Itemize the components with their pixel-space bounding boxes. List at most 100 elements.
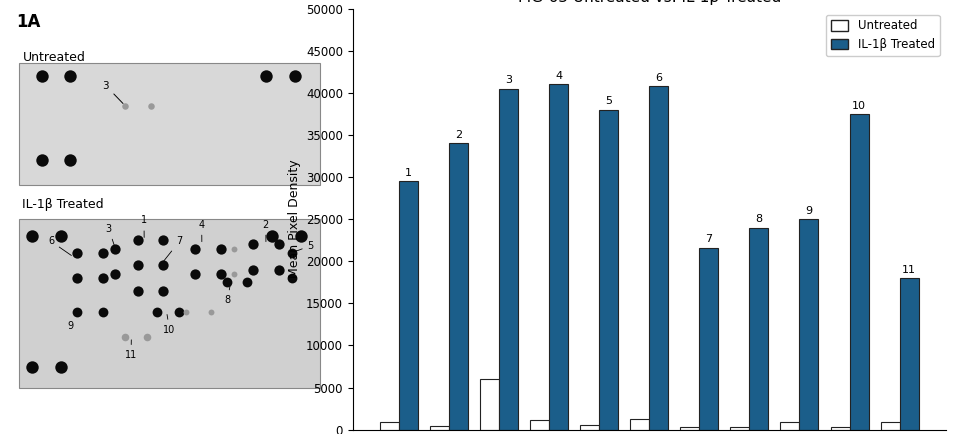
Bar <box>398 181 418 430</box>
Point <box>294 233 309 240</box>
Y-axis label: Mean Pixel Density: Mean Pixel Density <box>288 160 300 279</box>
Point <box>156 287 171 294</box>
Legend: Untreated, IL-1β Treated: Untreated, IL-1β Treated <box>826 15 940 56</box>
Bar <box>499 89 518 430</box>
Bar <box>880 422 900 430</box>
Text: Untreated: Untreated <box>22 51 85 64</box>
Point <box>62 72 78 79</box>
Text: 1: 1 <box>141 215 147 237</box>
Text: 10: 10 <box>163 315 176 335</box>
Text: 1A: 1A <box>16 13 40 31</box>
Text: 5: 5 <box>605 96 612 106</box>
Point <box>53 233 68 240</box>
Point <box>108 270 123 277</box>
Title: MG-63 Untreated vs. IL-1β Treated: MG-63 Untreated vs. IL-1β Treated <box>517 0 780 5</box>
Text: 8: 8 <box>756 214 762 224</box>
Point <box>95 275 110 282</box>
Bar <box>630 419 649 430</box>
Point <box>284 275 300 282</box>
Bar <box>850 114 869 430</box>
Point <box>156 237 171 244</box>
Text: 2: 2 <box>455 130 462 140</box>
Point <box>156 262 171 269</box>
Point <box>246 266 261 273</box>
Point <box>62 157 78 164</box>
Point <box>95 308 110 315</box>
Bar <box>430 426 449 430</box>
Point <box>117 102 132 109</box>
Point <box>131 262 146 269</box>
Point <box>69 275 84 282</box>
Text: 11: 11 <box>125 340 137 360</box>
Point <box>24 233 39 240</box>
Point <box>131 287 146 294</box>
Point <box>179 308 194 315</box>
Point <box>287 72 302 79</box>
Text: 7: 7 <box>706 234 712 244</box>
Point <box>227 245 242 252</box>
Bar <box>599 110 618 430</box>
Point <box>24 363 39 370</box>
Point <box>53 363 68 370</box>
Text: 6: 6 <box>656 73 662 83</box>
Point <box>34 72 49 79</box>
Text: 4: 4 <box>199 220 204 242</box>
Text: 3: 3 <box>103 81 123 103</box>
FancyBboxPatch shape <box>19 219 321 388</box>
Text: IL-1β Treated: IL-1β Treated <box>22 198 104 211</box>
Bar <box>380 422 398 430</box>
Bar <box>900 278 919 430</box>
Point <box>188 245 204 252</box>
Point <box>227 270 242 277</box>
Point <box>117 334 132 341</box>
Point <box>213 270 228 277</box>
Point <box>258 72 274 79</box>
Text: 11: 11 <box>902 265 916 275</box>
Point <box>150 308 165 315</box>
Text: 8: 8 <box>225 285 230 306</box>
Text: 5: 5 <box>294 240 314 252</box>
Point <box>131 237 146 244</box>
Bar <box>449 143 468 430</box>
Point <box>246 241 261 248</box>
Bar <box>530 421 549 430</box>
Text: 6: 6 <box>48 237 71 256</box>
Text: 3: 3 <box>106 224 114 246</box>
Bar <box>649 86 668 430</box>
Bar <box>699 248 718 430</box>
FancyBboxPatch shape <box>19 63 321 185</box>
Text: 1: 1 <box>405 168 412 178</box>
Bar <box>780 422 800 430</box>
Bar <box>681 427 699 430</box>
Text: 2: 2 <box>263 220 269 242</box>
Point <box>108 245 123 252</box>
Bar <box>750 227 768 430</box>
Bar <box>800 219 819 430</box>
Point <box>284 250 300 256</box>
Point <box>220 279 235 286</box>
Point <box>271 266 286 273</box>
Point <box>204 308 219 315</box>
Bar <box>731 427 750 430</box>
Text: 4: 4 <box>555 71 563 81</box>
Point <box>69 250 84 256</box>
Point <box>69 308 84 315</box>
Point <box>271 241 286 248</box>
Bar <box>580 425 599 430</box>
Text: 9: 9 <box>805 206 812 216</box>
Text: 3: 3 <box>505 75 512 85</box>
Point <box>239 279 254 286</box>
Text: 10: 10 <box>852 101 866 111</box>
Point <box>143 102 158 109</box>
Bar <box>830 427 850 430</box>
Text: 9: 9 <box>67 314 76 331</box>
Point <box>265 233 280 240</box>
Point <box>95 250 110 256</box>
Point <box>213 245 228 252</box>
Point <box>140 334 156 341</box>
Bar <box>480 379 499 430</box>
Point <box>172 308 187 315</box>
Bar <box>549 85 568 430</box>
Point <box>34 157 49 164</box>
Point <box>188 270 204 277</box>
